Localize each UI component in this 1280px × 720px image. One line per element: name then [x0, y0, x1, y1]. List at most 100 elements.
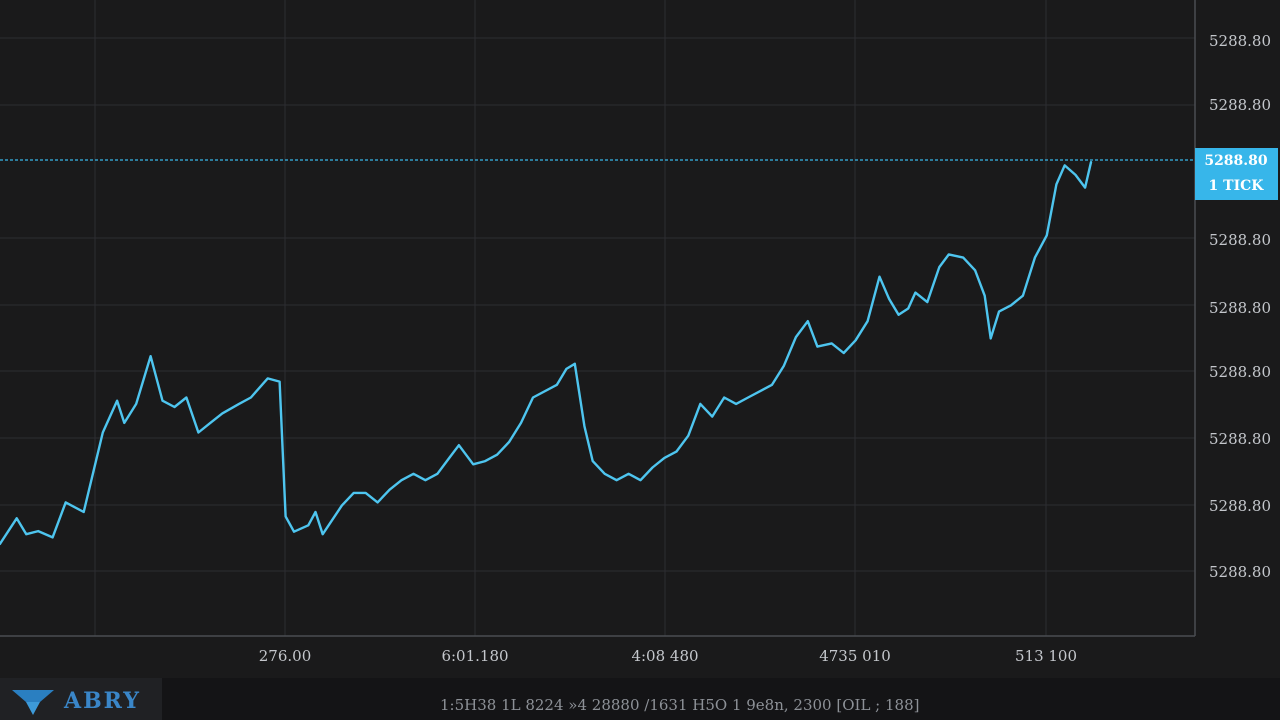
data-point [983, 294, 986, 297]
y-axis-labels: 5288.80 5288.80 5288.80 5288.80 5288.80 5288.… [1209, 32, 1271, 581]
data-point [123, 422, 126, 424]
data-point [1063, 164, 1066, 167]
series-layer [0, 161, 1093, 545]
data-point [947, 253, 950, 256]
data-point [307, 524, 310, 527]
data-point [723, 396, 726, 399]
reference-label-text: 5288.80 [1204, 153, 1268, 169]
data-point [321, 533, 324, 536]
data-point [173, 406, 176, 408]
x-tick-label: 513 100 [1015, 647, 1077, 665]
footer-status-text: 1:5H38 1L 8224 »4 28880 /1631 H5O 1 9e8n… [440, 696, 920, 714]
data-point [783, 364, 785, 367]
data-point [565, 368, 568, 370]
data-point [15, 517, 18, 520]
data-point [897, 313, 900, 316]
data-point [854, 339, 857, 342]
data-point [806, 320, 809, 323]
data-point [1074, 174, 1077, 176]
data-point [340, 504, 343, 507]
reference-layer: 5288.80 1 TICK [0, 148, 1278, 200]
data-point [388, 488, 391, 491]
data-point [583, 425, 586, 427]
data-point [51, 536, 54, 539]
data-point [278, 380, 281, 383]
x-tick-label: 276.00 [259, 647, 312, 665]
data-point [412, 472, 415, 475]
data-point [1034, 256, 1036, 259]
data-point [82, 511, 85, 513]
data-point [221, 412, 224, 415]
data-point [484, 460, 487, 462]
data-point [1010, 304, 1012, 307]
data-point [436, 472, 439, 475]
data-point [314, 511, 317, 513]
y-tick-label: 5288.80 [1209, 96, 1271, 114]
data-point [197, 431, 200, 434]
data-point [364, 492, 367, 494]
data-point [907, 307, 910, 310]
data-point [603, 472, 606, 475]
data-point [573, 362, 576, 365]
data-point [962, 256, 965, 259]
data-point [448, 457, 451, 459]
data-point [149, 355, 152, 358]
data-point [771, 383, 773, 386]
data-point [352, 492, 355, 494]
data-point [687, 434, 690, 437]
data-point [974, 269, 976, 272]
data-point [400, 479, 403, 482]
data-point [747, 396, 749, 399]
data-point [795, 336, 797, 338]
y-tick-label: 5288.80 [1209, 497, 1271, 515]
data-point [458, 444, 460, 447]
data-point [1022, 294, 1024, 297]
data-point [185, 396, 188, 399]
data-point [830, 342, 833, 345]
data-point [424, 479, 427, 482]
data-point [711, 415, 714, 418]
y-tick-label: 5288.80 [1209, 231, 1271, 249]
data-point [293, 530, 295, 533]
data-point [926, 301, 929, 303]
data-point [663, 457, 666, 459]
data-point [878, 275, 881, 278]
data-point [209, 422, 212, 424]
data-point [627, 472, 630, 475]
data-point [508, 441, 510, 443]
data-point [250, 396, 252, 399]
data-point [1090, 161, 1092, 164]
data-point [37, 530, 40, 532]
data-point [1045, 234, 1048, 237]
logo-text: ABRY [64, 688, 141, 714]
data-point [376, 501, 379, 504]
data-point [101, 431, 104, 434]
data-point [816, 345, 819, 348]
axes [0, 0, 1196, 637]
data-point [1055, 183, 1058, 186]
data-point [888, 298, 890, 300]
data-point [532, 396, 534, 399]
reference-label-text: 1 TICK [1209, 178, 1265, 194]
y-tick-label: 5288.80 [1209, 299, 1271, 317]
data-point [591, 460, 594, 462]
data-point [135, 403, 138, 405]
y-tick-label: 5288.80 [1209, 363, 1271, 381]
data-point [116, 399, 118, 402]
data-point [284, 515, 287, 518]
data-point [238, 403, 240, 405]
data-point [64, 501, 67, 504]
data-point [520, 422, 522, 424]
data-point [938, 266, 941, 268]
data-point [651, 466, 654, 469]
data-point [472, 463, 475, 466]
data-point [735, 403, 737, 405]
data-point [914, 291, 917, 294]
y-tick-label: 5288.80 [1209, 32, 1271, 50]
x-tick-label: 4:08 480 [631, 647, 698, 665]
data-point [998, 310, 1000, 313]
data-point [639, 479, 642, 482]
data-point [615, 479, 618, 482]
data-point [25, 533, 28, 536]
